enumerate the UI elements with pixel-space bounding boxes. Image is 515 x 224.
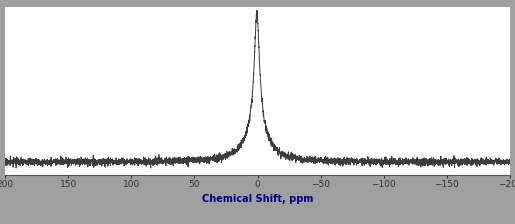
X-axis label: Chemical Shift, ppm: Chemical Shift, ppm <box>202 194 313 204</box>
